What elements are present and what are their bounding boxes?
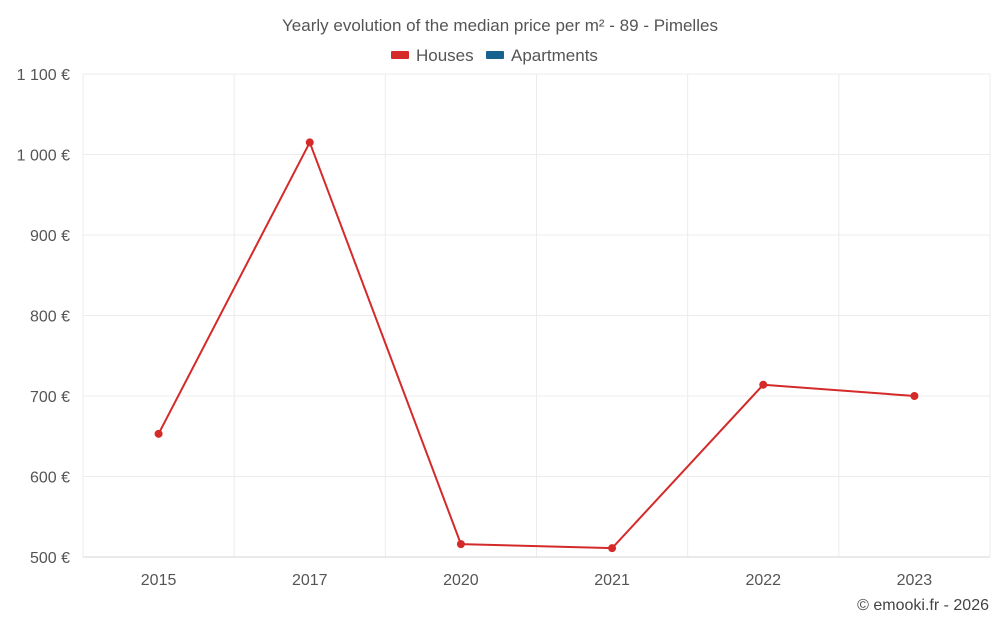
data-point-houses[interactable] [608,544,617,553]
series-line-houses [157,141,915,550]
data-point-houses[interactable] [305,138,314,147]
y-tick-label: 1 000 € [17,148,70,165]
legend-item-houses[interactable]: Houses [391,46,474,65]
x-tick-label: 2015 [141,572,177,589]
x-axis: 2015 2017 2020 2021 2022 2023 [83,556,990,589]
data-point-houses[interactable] [154,429,163,438]
data-point-houses[interactable] [759,380,768,389]
x-tick-label: 2017 [292,572,328,589]
legend-item-apartments[interactable]: Apartments [486,46,598,65]
x-tick-label: 2022 [745,572,781,589]
y-axis: 500 € 600 € 700 € 800 € 900 € 1 000 € 1 100 € [17,67,70,567]
legend: Houses Apartments [391,46,598,65]
y-tick-label: 600 € [30,470,70,487]
legend-swatch-apartments [486,51,504,59]
data-point-houses[interactable] [456,540,465,549]
chart-title: Yearly evolution of the median price per… [282,16,718,35]
legend-label-apartments: Apartments [511,46,598,65]
grid [82,73,991,557]
legend-swatch-houses [391,51,409,59]
legend-label-houses: Houses [416,46,474,65]
x-tick-label: 2021 [594,572,630,589]
x-tick-label: 2020 [443,572,479,589]
credit-text: © emooki.fr - 2026 [857,597,989,614]
series-layer [154,138,919,553]
y-tick-label: 500 € [30,550,70,567]
y-tick-label: 900 € [30,228,70,245]
y-tick-label: 700 € [30,389,70,406]
x-tick-label: 2023 [897,572,933,589]
y-tick-label: 800 € [30,309,70,326]
y-tick-label: 1 100 € [17,67,70,84]
data-point-houses[interactable] [910,392,919,400]
